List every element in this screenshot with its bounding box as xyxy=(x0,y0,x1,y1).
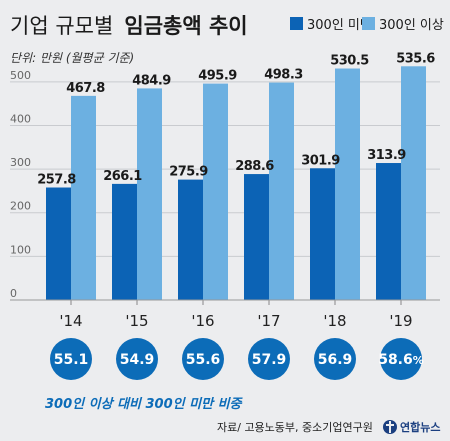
ratio-circle xyxy=(116,338,158,380)
x-tick-label: '19 xyxy=(389,312,412,330)
ratio-caption: 300인 이상 대비 300인 미만 비중 xyxy=(45,396,244,412)
bar-under300 xyxy=(46,187,71,300)
ratio-circle xyxy=(50,338,92,380)
bar-over300 xyxy=(71,95,96,301)
bar-under300 xyxy=(376,163,401,300)
unit-note: 단위: 만원 (월평균 기준) xyxy=(10,51,134,65)
value-label-under300: 266.1 xyxy=(103,169,142,184)
ratio-circle xyxy=(380,338,422,380)
legend: 300인 미만 300인 이상 xyxy=(290,17,444,33)
ratio-value: 58.6% xyxy=(378,352,424,368)
y-tick-label: 100 xyxy=(10,243,31,256)
legend-swatch-over300 xyxy=(362,17,375,30)
y-axis: 0 100 200 300 400 500 xyxy=(10,69,31,300)
x-tick-label: '17 xyxy=(257,312,280,330)
bar-under300 xyxy=(112,183,137,300)
value-label-over300: 484.9 xyxy=(132,73,171,88)
value-label-over300: 495.9 xyxy=(198,69,237,84)
ratio-value: 55.1 xyxy=(54,352,89,368)
x-tick-label: '18 xyxy=(323,312,346,330)
brand-logo: 연합뉴스 xyxy=(383,420,440,434)
chart-title-bold: 임금총액 추이 xyxy=(124,14,247,38)
x-tick-label: '16 xyxy=(191,312,214,330)
legend-swatch-under300 xyxy=(290,17,303,30)
ratio-circles: 55.1 54.9 55.6 57.9 56.9 58.6% xyxy=(50,338,424,380)
x-tick-label: '15 xyxy=(125,312,148,330)
legend-label-over300: 300인 이상 xyxy=(379,18,444,33)
value-label-under300: 288.6 xyxy=(235,159,274,174)
ratio-value: 55.6 xyxy=(186,352,221,368)
bar-over300 xyxy=(137,88,162,300)
source-note: 자료/ 고용노동부, 중소기업연구원 xyxy=(217,421,373,434)
ratio-circle xyxy=(314,338,356,380)
bars: 257.8 467.8 266.1 484.9 275.9 495.9 288.6 498.3… xyxy=(37,51,436,301)
ratio-value: 57.9 xyxy=(252,352,287,368)
value-label-under300: 257.8 xyxy=(37,173,76,188)
bar-over300 xyxy=(269,82,294,300)
value-label-over300: 467.8 xyxy=(66,81,105,96)
bar-under300 xyxy=(178,179,203,300)
y-tick-label: 200 xyxy=(10,200,31,213)
bar-under300 xyxy=(310,168,335,300)
bar-over300 xyxy=(335,68,360,300)
ratio-value: 56.9 xyxy=(318,352,353,368)
value-label-under300: 275.9 xyxy=(169,165,208,180)
ratio-circle xyxy=(248,338,290,380)
value-label-over300: 498.3 xyxy=(264,68,303,83)
bar-under300 xyxy=(244,174,269,300)
bar-over300 xyxy=(401,66,426,301)
y-tick-label: 500 xyxy=(10,69,31,82)
legend-label-under300: 300인 미만 xyxy=(307,18,372,33)
ratio-circle xyxy=(182,338,224,380)
value-label-over300: 530.5 xyxy=(330,54,369,69)
y-tick-label: 0 xyxy=(10,287,17,300)
brand-name: 연합뉴스 xyxy=(400,420,440,434)
ratio-value: 54.9 xyxy=(120,352,155,368)
svg-text:기업 규모별 임금총액 추이: 기업 규모별 임금총액 추이 xyxy=(10,14,248,38)
x-tick-label: '14 xyxy=(59,312,82,330)
bar-over300 xyxy=(203,83,228,300)
value-label-under300: 313.9 xyxy=(367,148,406,163)
value-label-under300: 301.9 xyxy=(301,153,340,168)
y-tick-label: 400 xyxy=(10,112,31,125)
value-label-over300: 535.6 xyxy=(396,51,435,66)
chart-title: 기업 규모별 xyxy=(10,14,113,38)
y-tick-label: 300 xyxy=(10,156,31,169)
x-axis: '14 '15 '16 '17 '18 '19 xyxy=(10,299,440,330)
